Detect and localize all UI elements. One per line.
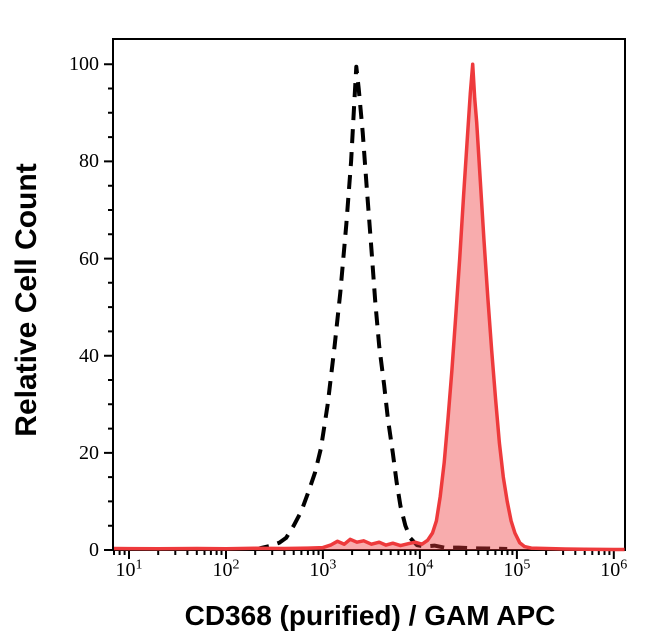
y-tick-label: 100 (69, 53, 99, 76)
red-filled-curve (113, 62, 625, 552)
x-axis-title: CD368 (purified) / GAM APC (184, 600, 556, 631)
y-tick-label: 40 (79, 344, 99, 367)
x-tick-label: 102 (212, 557, 240, 581)
red-filled-curve-fill (114, 64, 625, 551)
y-tick-label: 80 (79, 150, 99, 173)
y-tick-label: 60 (79, 247, 99, 270)
x-tick-label: 101 (115, 557, 143, 581)
axis-ticks (104, 63, 615, 559)
plot-frame (112, 38, 626, 551)
x-tick-label: 104 (406, 557, 434, 581)
y-tick-label: 20 (79, 441, 99, 464)
black-dashed-curve (254, 64, 508, 552)
y-axis-title: Relative Cell Count (10, 163, 43, 437)
x-tick-label: 103 (309, 557, 337, 581)
x-tick-label: 105 (503, 557, 531, 581)
y-tick-label: 0 (89, 539, 99, 561)
x-tick-label: 106 (600, 557, 628, 581)
